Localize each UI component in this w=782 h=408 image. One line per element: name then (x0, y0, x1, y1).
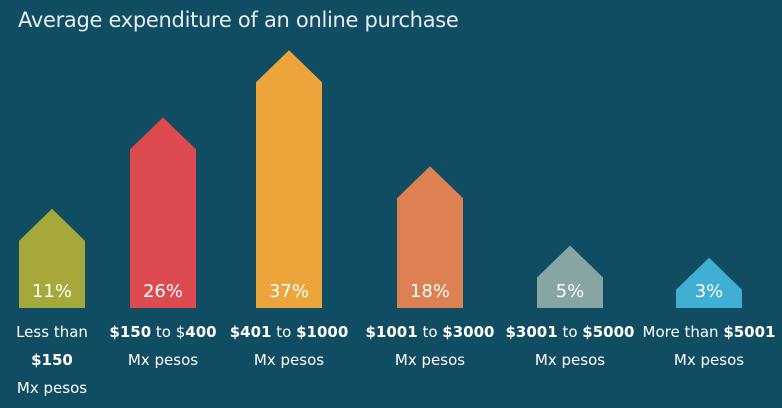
value-label: 3% (694, 281, 724, 302)
category-label-line: More than $5001 (642, 323, 776, 341)
category-label-line: Mx pesos (127, 351, 199, 369)
bar-2 (130, 117, 196, 309)
value-label: 5% (555, 281, 585, 302)
category-label: Less than $150 Mx pesos (0, 318, 127, 402)
category-label: $401 to $1000 Mx pesos (214, 318, 364, 374)
bar-1 (19, 208, 85, 308)
category-label-line: Mx pesos (394, 351, 466, 369)
category-label: More than $5001 Mx pesos (634, 318, 782, 374)
bar-3 (256, 50, 322, 309)
category-label-line: Mx pesos (16, 379, 88, 397)
category-label-line: $150 to $400 (109, 323, 217, 341)
category-label-line: $150 (31, 351, 73, 369)
category-label-line: $401 to $1000 (229, 323, 349, 341)
category-label-line: Less than (16, 323, 88, 341)
bar-4 (397, 166, 463, 308)
category-label: $1001 to $3000 Mx pesos (355, 318, 505, 374)
value-label: 26% (142, 281, 183, 302)
value-label: 11% (31, 281, 72, 302)
chart-title: Average expenditure of an online purchas… (18, 8, 459, 32)
value-label: 18% (409, 281, 450, 302)
category-label-line: Mx pesos (673, 351, 745, 369)
category-label: $3001 to $5000 Mx pesos (495, 318, 645, 374)
category-label: $150 to $400 Mx pesos (88, 318, 238, 374)
category-label-line: Mx pesos (253, 351, 325, 369)
value-label: 37% (268, 281, 309, 302)
category-label-line: $3001 to $5000 (505, 323, 635, 341)
category-label-line: Mx pesos (534, 351, 606, 369)
category-label-line: $1001 to $3000 (365, 323, 495, 341)
bar-6 (676, 257, 742, 308)
bar-5 (537, 245, 603, 308)
